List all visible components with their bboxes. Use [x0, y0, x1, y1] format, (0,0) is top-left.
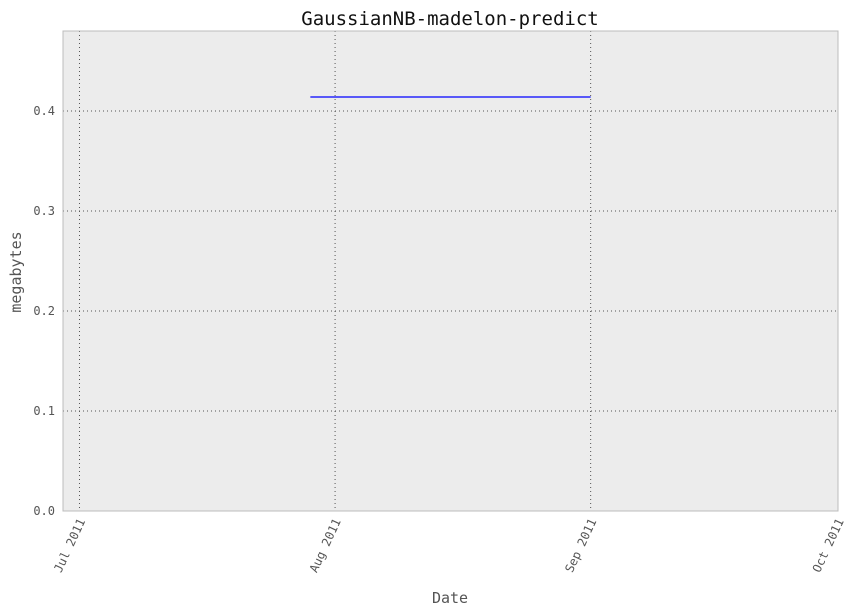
plot-area [63, 31, 838, 511]
y-tick-label: 0.2 [33, 304, 55, 318]
x-tick-label: Aug 2011 [307, 516, 344, 574]
x-axis-label: Date [432, 589, 468, 607]
y-tick-label: 0.1 [33, 404, 55, 418]
x-tick-label: Sep 2011 [562, 516, 599, 574]
y-tick-label: 0.0 [33, 504, 55, 518]
y-axis-label: megabytes [7, 231, 25, 312]
chart-title: GaussianNB-madelon-predict [301, 8, 598, 30]
x-tick-label: Oct 2011 [810, 516, 847, 574]
y-tick-label: 0.3 [33, 204, 55, 218]
plot-frame [62, 30, 839, 512]
y-tick-label: 0.4 [33, 104, 55, 118]
x-tick-label: Jul 2011 [51, 516, 88, 574]
